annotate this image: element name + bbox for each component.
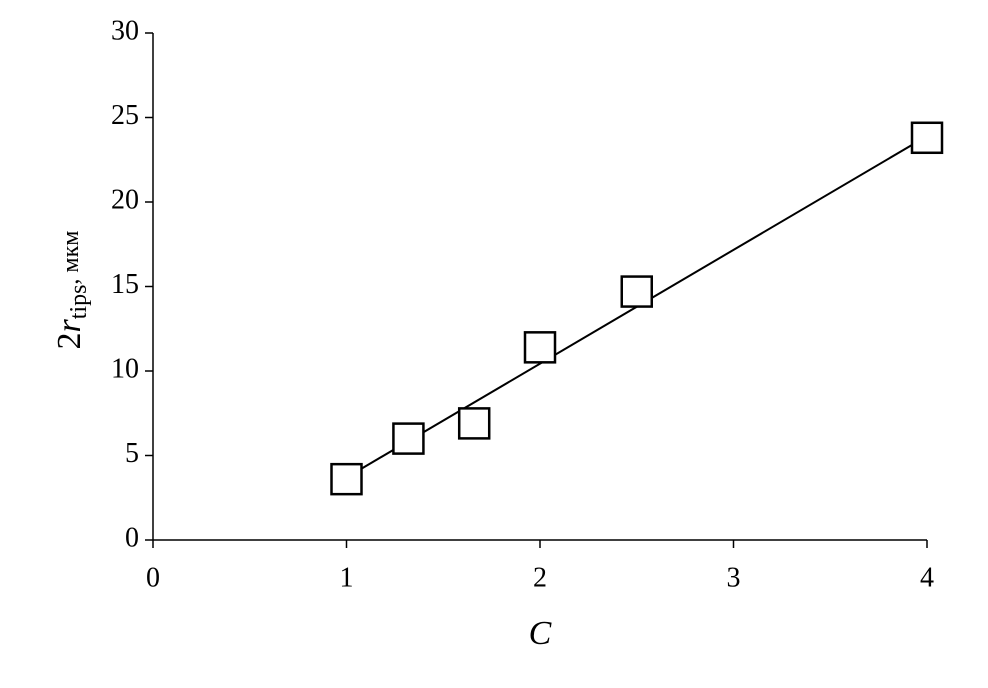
- point: [910, 121, 944, 155]
- y-tick-label: 5: [125, 438, 139, 469]
- x-tick-label: 2: [533, 562, 547, 593]
- x-axis-label: C: [529, 615, 552, 652]
- y-tick-label: 0: [125, 522, 139, 553]
- point: [523, 331, 557, 364]
- point: [330, 462, 363, 496]
- y-tick-label: 30: [111, 15, 139, 46]
- x-tick-label: 1: [340, 562, 354, 593]
- y-label-part: 2: [51, 332, 88, 349]
- y-tick-label: 10: [111, 353, 139, 384]
- y-tick-label: 25: [111, 100, 139, 131]
- y-tick-label: 20: [111, 184, 139, 215]
- point: [392, 422, 425, 455]
- y-label-part: r: [51, 318, 88, 332]
- y-axis-label: 2rtips, мкм: [51, 231, 92, 350]
- y-label-sub: tips: [66, 285, 92, 320]
- y-tick-label: 15: [111, 269, 139, 300]
- x-tick-label: 4: [920, 562, 934, 593]
- point: [457, 407, 491, 440]
- x-tick-label: 0: [146, 562, 160, 593]
- x-tick-label: 3: [727, 562, 741, 593]
- y-label-unit: , мкм: [58, 231, 84, 285]
- point: [620, 275, 653, 308]
